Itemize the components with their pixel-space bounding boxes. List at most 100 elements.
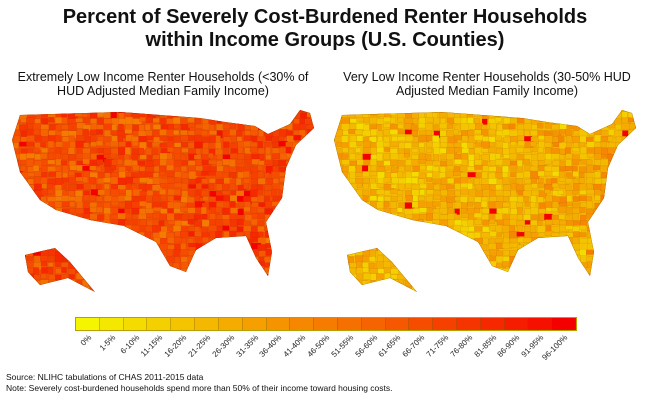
county [467,244,474,250]
county [411,110,420,112]
county [516,256,526,263]
county [286,220,295,229]
county [229,153,238,159]
county [159,255,168,261]
county [208,255,216,264]
county [370,214,379,223]
county [363,236,370,245]
county [216,111,224,117]
county [89,110,96,111]
county [615,182,626,189]
county [454,237,460,242]
county [257,225,266,233]
county [405,268,416,274]
county [174,177,182,183]
county [12,279,13,288]
county [524,267,532,274]
county [474,280,485,289]
county [481,112,489,120]
county [13,208,22,216]
county [594,194,602,201]
county [475,291,486,292]
county [202,110,208,114]
county [251,153,260,160]
county [27,178,34,185]
county [334,123,338,132]
county [334,147,338,154]
county [334,189,342,198]
county [383,177,391,183]
county [397,171,404,179]
county [620,207,631,214]
county [5,178,10,182]
county [167,268,178,275]
county [586,153,595,158]
county [131,219,138,225]
county [19,195,29,202]
county [307,170,314,176]
county [334,291,338,292]
county [265,230,276,238]
county [510,171,517,178]
county [116,231,125,239]
county [391,231,401,240]
county [622,231,631,237]
county [419,165,426,171]
county [104,110,114,113]
county [104,250,115,259]
county [390,268,399,275]
county [160,293,166,298]
county [208,171,217,176]
county [460,130,469,136]
county [188,261,197,267]
county [76,128,84,137]
county [488,172,496,179]
county [516,274,526,280]
county [306,129,313,136]
county [573,196,580,202]
county [299,250,309,256]
county [97,286,107,291]
county [572,202,582,208]
county [628,140,636,146]
county [292,255,303,261]
county [244,118,254,125]
county [125,279,132,286]
county [40,260,48,266]
county [635,111,636,120]
county [90,238,101,247]
county [566,135,572,143]
county [286,290,293,292]
county [60,160,68,166]
county [228,249,239,255]
county [510,190,517,198]
county [111,291,119,292]
county [629,160,636,169]
county [600,141,607,148]
county [377,196,384,202]
county [90,274,97,281]
county [12,142,13,150]
county [279,110,290,113]
legend-swatch [385,318,410,330]
county [46,110,56,112]
county [516,110,523,111]
county [251,267,259,277]
county [565,225,574,230]
county [572,159,580,165]
county [237,146,244,154]
county [76,184,84,190]
county [19,220,29,226]
county [566,112,574,118]
county [54,255,63,263]
county [244,123,252,130]
county [104,141,112,147]
county [236,290,246,292]
county [167,153,173,160]
county [432,110,443,113]
county [152,195,161,202]
county [439,112,447,118]
county [460,208,467,214]
county [530,225,537,233]
county [362,213,369,220]
